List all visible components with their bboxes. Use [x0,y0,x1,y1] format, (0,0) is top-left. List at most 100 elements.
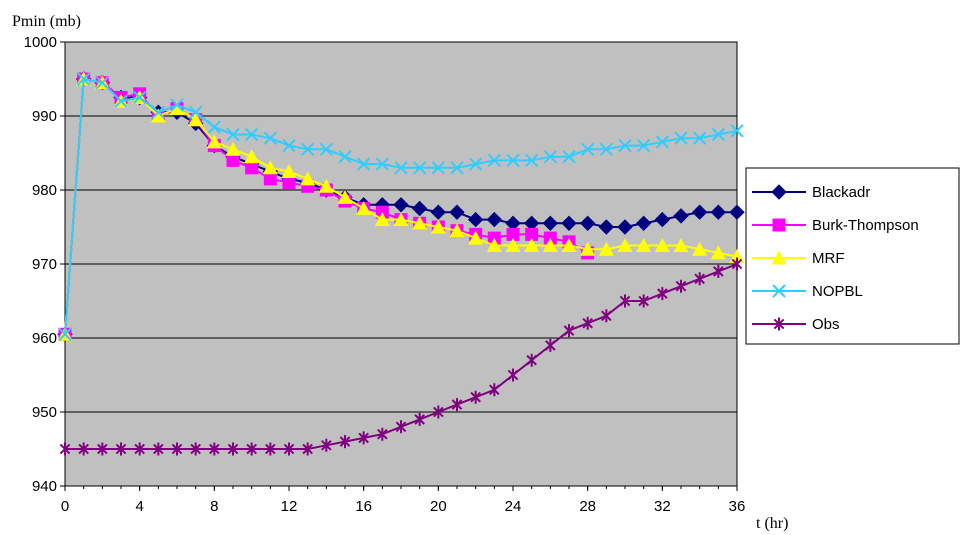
data-point [169,101,185,116]
data-point [245,161,259,175]
data-point [673,238,689,252]
series-nopbl [58,72,744,342]
data-point [358,431,369,445]
data-point [582,316,593,330]
data-point [451,398,463,412]
data-point [393,212,409,227]
data-point [430,219,446,234]
data-point [393,197,409,213]
data-point [97,442,108,456]
data-point [95,75,110,90]
legend-marker [771,184,787,200]
data-point [580,142,595,157]
data-point [246,442,257,456]
data-point [449,204,465,220]
data-point [225,141,241,156]
data-point [153,442,164,456]
x-tick-label: 36 [729,498,746,515]
data-point [524,153,539,168]
axis-tick-labels: 940 950 960 970 980 990 1000 0 4 8 12 16 20 24 28 32 36 [24,34,746,515]
data-point [468,157,483,171]
data-point [692,131,707,145]
data-point [489,383,500,397]
data-point [262,160,278,175]
data-point [562,149,576,164]
legend-label: Obs [812,316,840,333]
data-point [730,124,744,138]
data-point [524,238,540,252]
data-point [226,127,240,142]
data-point [487,153,502,168]
x-axis-title: t (hr) [756,515,788,532]
data-point [58,327,72,342]
y-tick-label: 950 [32,404,57,421]
data-point [470,390,481,404]
data-point [654,238,670,252]
data-point [599,142,614,157]
data-point [356,201,372,215]
series-obs [59,257,743,456]
data-point [319,142,334,157]
data-point [115,442,127,456]
data-point [227,442,239,456]
data-point [638,294,649,308]
data-point [244,149,260,164]
data-point [375,157,390,171]
data-point [636,238,652,252]
data-point [339,435,351,449]
legend-marker [772,218,786,232]
data-point [691,204,708,220]
data-point [506,153,520,168]
series-layer [57,71,745,456]
data-point [226,153,240,167]
data-point [598,241,614,256]
data-point [710,204,727,220]
data-point [507,368,519,382]
data-point [450,161,464,175]
y-tick-label: 960 [32,330,57,347]
data-point [265,442,276,456]
data-point [395,420,407,434]
data-point [543,149,558,164]
data-point [598,219,615,235]
x-tick-label: 28 [579,498,596,515]
x-tick-label: 16 [355,498,372,515]
data-point [150,108,166,123]
y-tick-label: 970 [32,256,57,273]
data-point [542,238,558,252]
data-point [561,215,577,232]
data-point [601,309,612,323]
data-point [486,211,503,228]
data-point [731,257,743,271]
data-point [76,72,91,86]
data-point [78,442,89,456]
data-point [468,230,484,245]
data-point [449,223,465,238]
data-point [673,208,689,224]
data-point [692,241,708,256]
legend-label: MRF [812,250,845,267]
data-point [394,161,408,175]
data-point [618,138,632,153]
data-point [431,161,446,175]
data-point [132,90,147,105]
data-point [283,442,295,456]
y-tick-label: 980 [32,182,57,199]
data-point [580,241,596,256]
data-point [59,442,71,456]
data-point [710,245,726,260]
data-point [654,211,671,228]
x-tick-label: 8 [210,498,218,515]
data-point [188,112,204,127]
x-tick-label: 0 [61,498,69,515]
data-point [338,149,352,164]
data-point [430,204,447,220]
legend-label: Burk-Thompson [812,217,919,234]
data-point [282,176,296,190]
x-tick-label: 12 [281,498,298,515]
data-point [244,127,259,142]
legend-label: NOPBL [812,283,863,300]
data-point [188,105,203,120]
x-tick-label: 24 [505,498,522,515]
legend-item: Burk-Thompson [752,217,919,234]
